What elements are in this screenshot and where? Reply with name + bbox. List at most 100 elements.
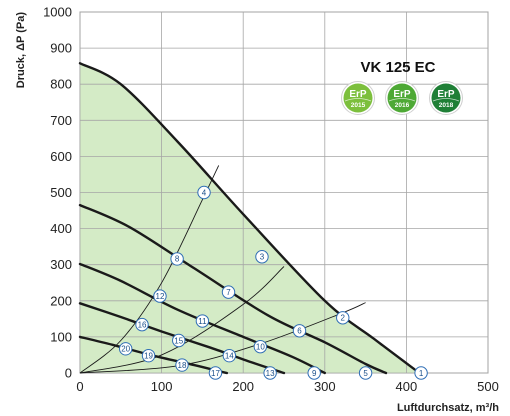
operating-point-11: 11 [195,314,210,328]
operating-point-13: 13 [263,366,277,380]
y-tick-labels: 0 100 200 300 400 500 600 700 800 900 1000 [43,5,72,381]
operating-point-circle [135,317,149,332]
operating-point-label: 5 [363,369,368,378]
erp-badge-text: ErP [437,89,455,100]
operating-point-label: 11 [198,317,207,326]
operating-point-circle [336,311,350,325]
operating-point-label: 8 [175,255,180,264]
y-tick-label: 900 [50,41,72,56]
operating-point-6: 6 [292,324,307,338]
erp-badge-year: 2016 [395,102,410,109]
operating-point-circle [222,348,237,363]
fan-curve-2 [78,203,388,375]
operating-point-label: 6 [297,327,302,336]
operating-point-14: 14 [222,348,237,363]
operating-point-4: 4 [197,185,211,200]
y-tick-label: 1000 [43,5,72,20]
chart-title: VK 125 EC [360,59,435,76]
operating-point-16: 16 [135,317,149,332]
operating-point-circle [221,285,236,299]
x-tick-label: 400 [396,379,418,394]
operating-point-17: 17 [208,366,223,380]
operating-point-circle [195,314,210,328]
operating-point-label: 7 [226,288,231,297]
operating-point-2: 2 [336,311,350,325]
y-tick-label: 300 [50,257,72,272]
operating-point-label: 18 [178,361,187,370]
erp-badge-disc [343,83,373,113]
operating-point-label: 9 [312,369,317,378]
operating-point-label: 3 [260,253,265,262]
operating-point-label: 17 [211,369,220,378]
fan-curve-4 [78,302,286,375]
operating-point-circle [172,333,186,348]
gridlines [79,11,489,374]
operating-point-5: 5 [358,366,373,380]
y-tick-label: 700 [50,113,72,128]
operating-point-circle [208,366,223,380]
erp-badge-2018: ErP 2018 [429,81,463,115]
y-tick-label: 400 [50,221,72,236]
operating-point-circle [197,185,211,200]
x-tick-labels: 0 100 200 300 400 500 [76,379,498,394]
operating-point-7: 7 [221,285,236,299]
erp-badge-year: 2015 [351,102,366,109]
operating-point-label: 15 [174,336,183,345]
erp-badge-disc [387,83,417,113]
x-tick-label: 100 [151,379,173,394]
operating-point-label: 19 [144,351,153,360]
erp-badge-disc [431,83,461,113]
operating-point-15: 15 [172,333,186,348]
operating-point-19: 19 [141,348,156,363]
system-line-2 [79,266,285,374]
y-tick-label: 0 [65,366,72,381]
operating-point-circle [292,324,307,338]
erp-badge-swoosh [388,98,416,102]
operating-point-circle [118,342,133,356]
erp-badge-swoosh [344,98,372,102]
operating-point-circle [307,366,321,380]
x-tick-label: 0 [76,379,83,394]
operating-point-label: 20 [121,345,130,354]
operating-point-circle [414,366,428,380]
operating-point-8: 8 [170,252,184,266]
operating-point-18: 18 [175,358,189,372]
operating-point-circle [255,250,269,264]
y-axis-title: Druck, ΔP (Pa) [15,12,27,89]
operating-point-label: 16 [138,320,147,329]
operating-point-9: 9 [307,366,321,380]
fan-curve-1 [78,62,416,371]
operating-point-circle [263,366,277,380]
operating-point-circle [175,358,189,372]
erp-badges: ErP 2015 ErP 2016 ErP 2018 [341,81,463,115]
x-tick-label: 500 [477,379,499,394]
erp-badge-text: ErP [393,89,411,100]
operating-point-circle [153,289,167,303]
operating-point-12: 12 [153,289,167,303]
y-tick-label: 800 [50,77,72,92]
operating-point-label: 14 [225,351,234,360]
erp-badge-swoosh [432,98,460,102]
erp-badge-year: 2018 [439,102,454,109]
operating-point-label: 12 [156,292,165,301]
operating-point-label: 13 [266,369,275,378]
operating-point-circle [170,252,184,266]
operating-point-circle [141,348,156,363]
operating-point-10: 10 [253,339,268,354]
y-tick-label: 200 [50,293,72,308]
erp-badge-2016: ErP 2016 [385,81,419,115]
operating-point-circle [253,339,268,354]
operating-point-3: 3 [255,250,269,264]
y-tick-label: 100 [50,329,72,344]
y-tick-label: 600 [50,149,72,164]
erp-badge-2015: ErP 2015 [341,81,375,115]
x-axis-title: Luftdurchsatz, m³/h [397,402,499,414]
operating-point-label: 2 [341,314,346,323]
operating-point-circle [358,366,373,380]
operating-point-20: 20 [118,342,133,356]
y-tick-label: 500 [50,185,72,200]
operating-point-label: 1 [419,369,424,378]
operating-point-label: 4 [202,188,207,197]
